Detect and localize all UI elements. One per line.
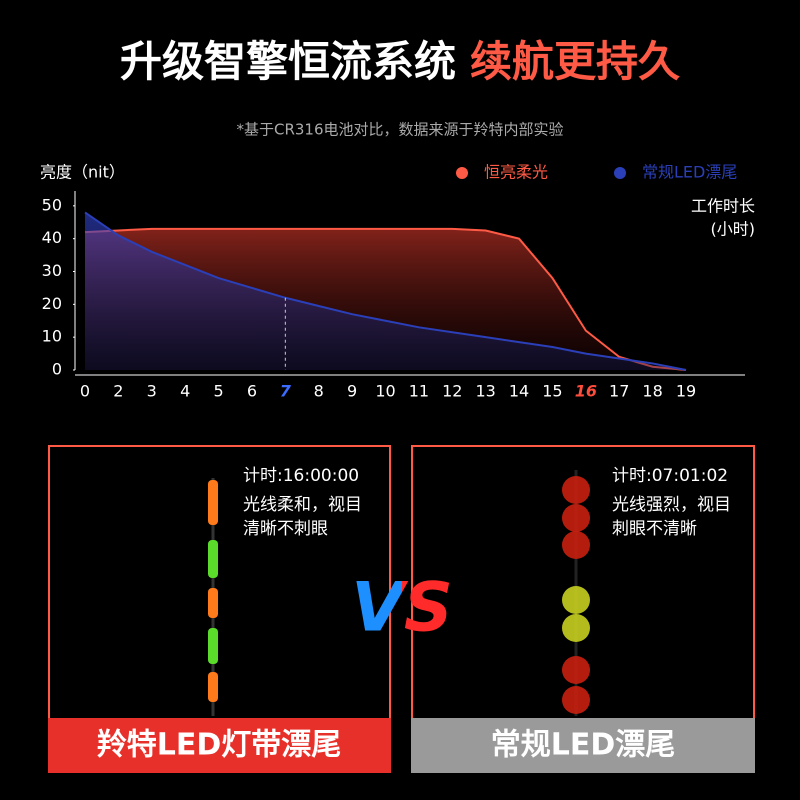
legend-swatch [614,167,626,179]
x-tick-label: 2 [113,382,123,401]
panel-label: 羚特LED灯带漂尾 [97,728,342,763]
y-tick-label: 50 [42,195,62,214]
x-tick-label: 13 [475,382,495,401]
x-tick-label: 4 [180,382,190,401]
led-float [208,478,218,716]
normal-float [562,470,590,716]
x-tick-label: 3 [147,382,157,401]
note: *基于CR316电池对比，数据来源于羚特内部实验 [236,121,563,139]
x-tick-label: 17 [609,382,629,401]
y-tick-label: 30 [42,261,62,280]
panel-text: 刺眼不清晰 [612,519,697,539]
x-tick-label: 18 [642,382,662,401]
panel-text: 光线柔和，视目 [243,495,362,515]
y-tick-label: 40 [42,228,62,247]
x-tick-label: 0 [80,382,90,401]
series-area [85,212,686,370]
timer: 计时:16:00:00 [243,466,359,486]
x-tick-label: 19 [676,382,696,401]
y-tick-label: 0 [52,360,62,379]
x-tick-label: 12 [442,382,462,401]
legend-label: 常规LED漂尾 [642,163,737,182]
title-main: 升级智擎恒流系统 [120,37,456,86]
panel-text: 清晰不刺眼 [243,519,328,539]
y-tick-label: 10 [42,327,62,346]
panel-label: 常规LED漂尾 [491,728,676,763]
x-tick-label: 9 [347,382,357,401]
y-tick-label: 20 [42,294,62,313]
label-bar [411,718,755,773]
x-tick-label: 6 [247,382,257,401]
vs-mark: VS [351,569,453,648]
x-axis-label: (小时) [711,220,756,239]
x-tick-label: 16 [575,382,597,401]
y-axis-label: 亮度（nit） [40,163,125,182]
x-tick-label: 15 [542,382,562,401]
x-axis-label: 工作时长 [691,197,755,216]
legend-label: 恒亮柔光 [484,163,548,182]
chart: 0 10 20 30 40 50 0 2 3 4 5 6 7 8 9 10 11 12 13 14 15 16 17 18 19… [42,163,745,401]
series-line [84,211,687,371]
x-tick-label: 8 [314,382,324,401]
x-tick-label: 7 [280,382,292,401]
title: 升级智擎恒流系统 续航更持久 [120,37,680,86]
x-tick-label: 11 [409,382,429,401]
x-tick-label: 14 [509,382,529,401]
x-tick-label: 10 [375,382,395,401]
title-accent: 续航更持久 [470,37,680,86]
legend-swatch [456,167,468,179]
series-line [84,227,687,371]
timer: 计时:07:01:02 [612,466,728,486]
panel-text: 光线强烈，视目 [612,495,731,515]
label-bar [48,718,391,773]
x-tick-label: 5 [213,382,223,401]
